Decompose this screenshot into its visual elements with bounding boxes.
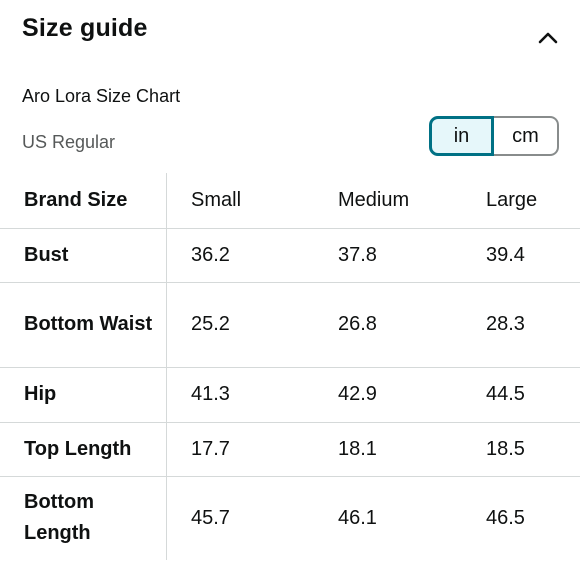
- size-guide-header[interactable]: Size guide: [0, 0, 580, 70]
- size-table: Brand Size Small Medium Large Bust 36.2 …: [0, 173, 580, 560]
- table-cell: 45.7: [191, 506, 230, 529]
- header-small: Small: [191, 188, 242, 211]
- table-row: Bust 36.2 37.8 39.4: [0, 228, 580, 282]
- table-row: Top Length 17.7 18.1 18.5: [0, 422, 580, 476]
- table-cell: 46.1: [338, 506, 377, 529]
- unit-toggle: in cm: [429, 116, 559, 156]
- unit-option-cm[interactable]: cm: [494, 116, 559, 156]
- table-cell: 37.8: [338, 243, 377, 266]
- table-cell: 41.3: [191, 383, 230, 405]
- table-cell: 39.4: [486, 243, 525, 266]
- table-cell: 25.2: [191, 313, 230, 335]
- row-label-bottom-waist: Bottom Waist: [0, 282, 167, 367]
- table-row: Bottom Waist 25.2 26.8 28.3: [0, 282, 580, 367]
- table-cell: 36.2: [191, 243, 230, 266]
- table-cell: 18.1: [338, 437, 377, 460]
- header-large: Large: [486, 188, 538, 211]
- table-row: Hip 41.3 42.9 44.5: [0, 367, 580, 422]
- table-cell: 17.7: [191, 437, 230, 460]
- table-cell: 44.5: [486, 383, 525, 405]
- size-chart-name: Aro Lora Size Chart: [22, 86, 181, 106]
- table-cell: 28.3: [486, 313, 525, 335]
- page-title: Size guide: [22, 14, 148, 42]
- table-cell: 42.9: [338, 383, 377, 405]
- row-label-hip: Hip: [0, 367, 167, 422]
- table-header-row: Brand Size Small Medium Large: [0, 173, 580, 228]
- row-label-bust: Bust: [0, 228, 167, 282]
- unit-option-in[interactable]: in: [429, 116, 494, 156]
- size-region-label: US Regular: [22, 132, 116, 152]
- table-cell: 46.5: [486, 506, 525, 529]
- chevron-up-icon: [538, 32, 558, 44]
- table-cell: 26.8: [338, 313, 377, 335]
- table-cell: 18.5: [486, 437, 525, 460]
- row-label-bottom-length: Bottom Length: [0, 476, 167, 560]
- row-label-top-length: Top Length: [0, 422, 167, 476]
- header-medium: Medium: [338, 188, 410, 211]
- collapse-button[interactable]: [530, 20, 566, 56]
- header-brand-size: Brand Size: [0, 173, 167, 228]
- table-row: Bottom Length 45.7 46.1 46.5: [0, 476, 580, 560]
